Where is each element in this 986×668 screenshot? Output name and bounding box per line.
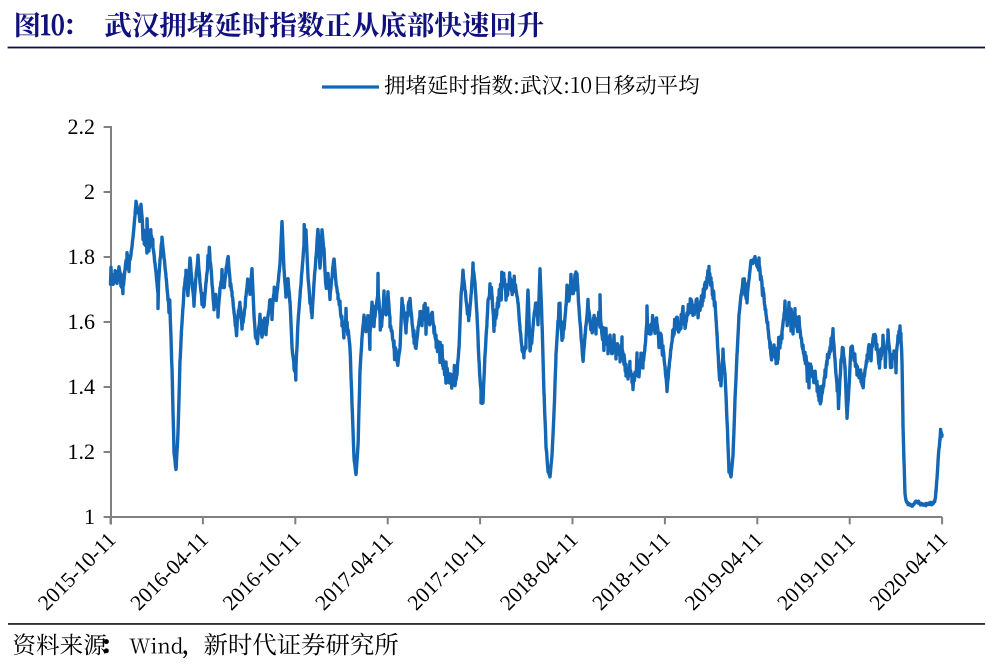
svg-text:2.2: 2.2	[68, 114, 96, 139]
svg-text:1.6: 1.6	[68, 309, 96, 334]
svg-text:1.2: 1.2	[68, 439, 96, 464]
svg-text:2: 2	[84, 179, 95, 204]
svg-text:1.4: 1.4	[68, 374, 96, 399]
svg-text:1.8: 1.8	[68, 244, 96, 269]
svg-text:1: 1	[84, 504, 95, 529]
